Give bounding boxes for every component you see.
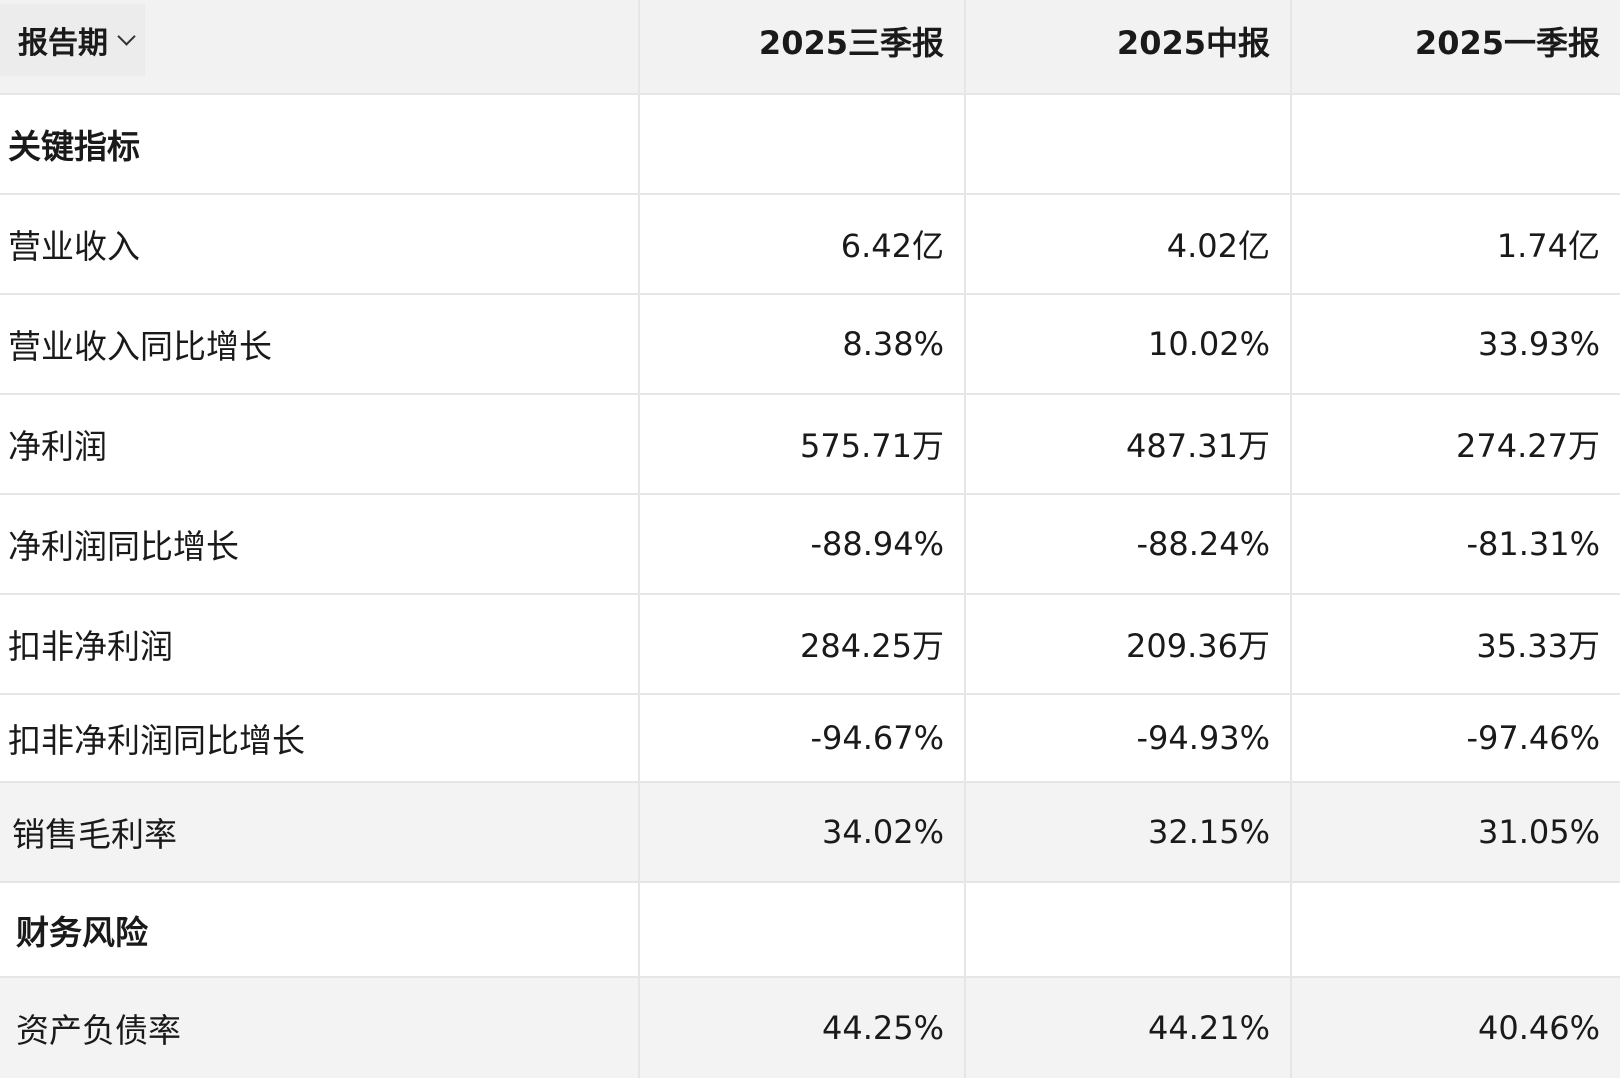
column-header[interactable]: 2025三季报 [640, 0, 966, 93]
section-row-financial-risk: 财务风险 [0, 883, 1620, 978]
table-row: 营业收入同比增长 8.38% 10.02% 33.93% [0, 295, 1620, 395]
chevron-down-icon [117, 27, 136, 46]
row-value: 34.02% [821, 813, 944, 851]
row-label: 净利润 [8, 427, 107, 466]
row-value: 6.42亿 [840, 227, 944, 265]
row-value: 40.46% [1477, 1009, 1600, 1047]
table-header: 报告期 2025三季报 2025中报 2025一季报 [0, 0, 1620, 95]
table-row: 扣非净利润 284.25万 209.36万 35.33万 [0, 595, 1620, 695]
row-value: 33.93% [1477, 325, 1600, 363]
report-period-dropdown[interactable]: 报告期 [0, 3, 145, 76]
row-value: 35.33万 [1476, 627, 1600, 665]
row-label: 营业收入同比增长 [8, 327, 272, 366]
row-value: -94.67% [810, 719, 944, 757]
row-value: 284.25万 [800, 627, 944, 665]
table-row: 净利润 575.71万 487.31万 274.27万 [0, 395, 1620, 495]
header-period-cell: 报告期 [0, 0, 640, 93]
row-value: -97.46% [1466, 719, 1600, 757]
row-value: 32.15% [1147, 813, 1270, 851]
report-period-label: 报告期 [18, 25, 108, 61]
row-value: 4.02亿 [1166, 227, 1270, 265]
row-label: 扣非净利润同比增长 [8, 721, 305, 760]
column-header[interactable]: 2025中报 [966, 0, 1292, 93]
row-value: 1.74亿 [1496, 227, 1600, 265]
table-row: 净利润同比增长 -88.94% -88.24% -81.31% [0, 495, 1620, 595]
row-value: -88.94% [810, 525, 944, 563]
row-value: -94.93% [1136, 719, 1270, 757]
table-row: 营业收入 6.42亿 4.02亿 1.74亿 [0, 195, 1620, 295]
row-value: 10.02% [1147, 325, 1270, 363]
row-value: 575.71万 [800, 427, 944, 465]
section-title: 关键指标 [8, 127, 140, 166]
row-value: 209.36万 [1126, 627, 1270, 665]
row-value: 487.31万 [1126, 427, 1270, 465]
row-label: 资产负债率 [16, 1011, 181, 1050]
table-row: 扣非净利润同比增长 -94.67% -94.93% -97.46% [0, 695, 1620, 783]
row-value: 44.25% [821, 1009, 944, 1047]
row-label: 销售毛利率 [12, 815, 177, 854]
row-value: 31.05% [1477, 813, 1600, 851]
row-label: 净利润同比增长 [8, 527, 239, 566]
row-value: -81.31% [1466, 525, 1600, 563]
table-row: 资产负债率 44.25% 44.21% 40.46% [0, 978, 1620, 1078]
row-label: 营业收入 [8, 227, 140, 266]
section-title: 财务风险 [16, 912, 148, 952]
row-value: 8.38% [842, 325, 944, 363]
row-value: 274.27万 [1456, 427, 1600, 465]
row-value: 44.21% [1147, 1009, 1270, 1047]
row-value: -88.24% [1136, 525, 1270, 563]
table-row: 销售毛利率 34.02% 32.15% 31.05% [0, 783, 1620, 883]
section-row-key-indicators: 关键指标 [0, 95, 1620, 195]
row-label: 扣非净利润 [8, 627, 173, 666]
column-header[interactable]: 2025一季报 [1414, 23, 1600, 62]
